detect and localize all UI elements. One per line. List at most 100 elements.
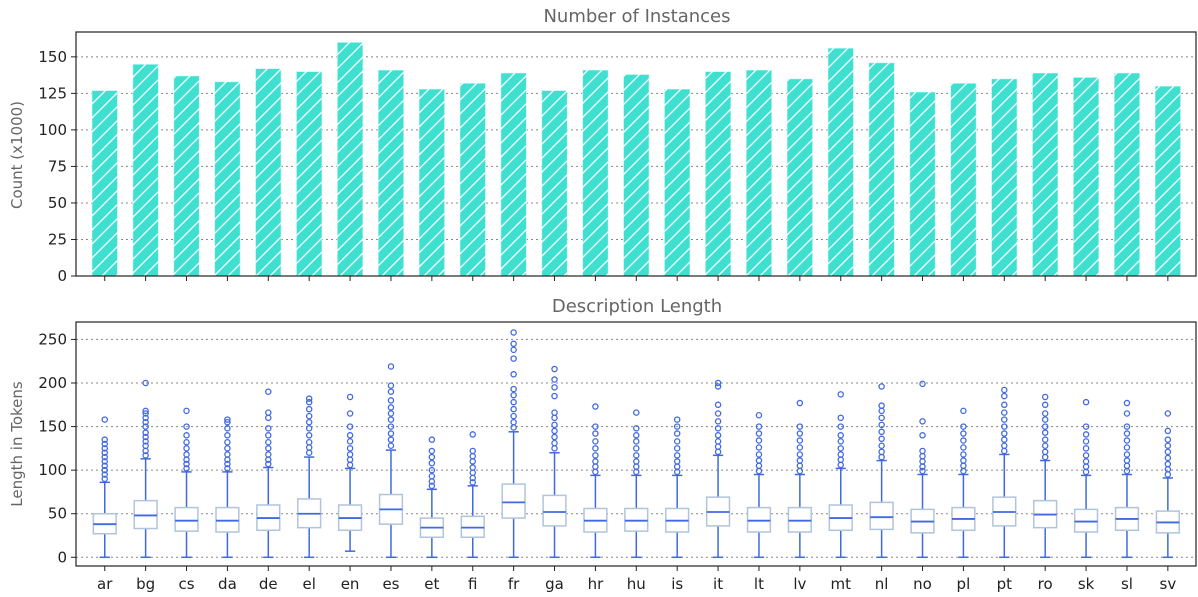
x-tick-label-nl: nl bbox=[875, 575, 889, 593]
outlier-point bbox=[878, 435, 885, 443]
outlier-point bbox=[428, 466, 436, 474]
outlier-point bbox=[551, 445, 558, 452]
bar-hatch-hr bbox=[582, 69, 609, 277]
bar-hatch-nl bbox=[868, 62, 895, 277]
outlier-point bbox=[1082, 398, 1090, 406]
outlier-point bbox=[183, 432, 190, 439]
bar-hatch-fi bbox=[459, 82, 487, 277]
top-chart-title: Number of Instances bbox=[543, 6, 730, 27]
box-el bbox=[297, 395, 322, 559]
outlier-point bbox=[346, 410, 354, 417]
outlier-point bbox=[714, 438, 722, 445]
outlier-point bbox=[469, 479, 476, 486]
outlier-point bbox=[346, 461, 354, 469]
outlier-point bbox=[265, 451, 272, 458]
outlier-point bbox=[633, 458, 640, 465]
outlier-point bbox=[305, 425, 313, 432]
outlier-point bbox=[305, 449, 313, 456]
box-iqr bbox=[542, 494, 567, 527]
outlier-point bbox=[265, 432, 272, 439]
outlier-point bbox=[796, 457, 804, 464]
outlier-point bbox=[1082, 438, 1090, 445]
outlier-point bbox=[265, 439, 272, 446]
bar-hatch-cs bbox=[173, 75, 200, 277]
outlier-point bbox=[101, 449, 108, 456]
top-axes-frame bbox=[75, 31, 1197, 277]
outlier-point bbox=[510, 329, 517, 336]
outlier-point bbox=[1001, 436, 1008, 443]
outlier-point bbox=[714, 401, 722, 409]
outlier-point bbox=[305, 395, 313, 402]
bar-hatch-ar bbox=[91, 89, 119, 277]
x-tick-label-sl: sl bbox=[1121, 575, 1133, 593]
x-tick-label-el: el bbox=[302, 575, 315, 593]
outlier-point bbox=[183, 423, 190, 430]
x-tick-label-lt: lt bbox=[754, 575, 764, 593]
outlier-point bbox=[305, 439, 313, 446]
outlier-point bbox=[1001, 430, 1008, 437]
outlier-point bbox=[551, 392, 558, 400]
bar-hatch-lv bbox=[786, 78, 814, 277]
outlier-point bbox=[592, 463, 599, 470]
box-iqr bbox=[174, 506, 199, 532]
x-tick-label-hr: hr bbox=[588, 575, 605, 593]
outlier-point bbox=[183, 451, 190, 458]
x-tick-label-es: es bbox=[382, 575, 399, 593]
outlier-point bbox=[1164, 410, 1172, 417]
box-sl bbox=[1114, 399, 1140, 559]
outlier-point bbox=[837, 438, 844, 445]
bar-hatch-pt bbox=[990, 78, 1018, 277]
top-y-tick-label: 150 bbox=[38, 48, 67, 66]
top-y-tick-label: 125 bbox=[38, 84, 67, 102]
top-y-ticks: 0 25 50 75 100 125 150 bbox=[38, 48, 76, 285]
outlier-point bbox=[101, 462, 108, 470]
outlier-point bbox=[1123, 410, 1131, 417]
outlier-point bbox=[469, 431, 476, 438]
bottom-x-ticks: ar bg cs da de el en es et fi fr ga hr hu is it lt lv mt nl… bbox=[97, 566, 1176, 593]
outlier-point bbox=[1164, 454, 1172, 462]
outlier-point bbox=[346, 438, 354, 445]
box-pt bbox=[992, 386, 1017, 559]
outlier-point bbox=[960, 467, 967, 475]
outlier-point bbox=[714, 432, 722, 439]
box-en bbox=[337, 393, 363, 552]
x-tick-label-ga: ga bbox=[545, 575, 564, 593]
outlier-point bbox=[919, 380, 926, 388]
bar-hatch-no bbox=[909, 91, 936, 277]
outlier-point bbox=[1041, 436, 1049, 443]
outlier-point bbox=[755, 423, 763, 430]
outlier-point bbox=[551, 433, 558, 441]
outlier-point bbox=[142, 414, 149, 422]
outlier-point bbox=[305, 418, 313, 426]
box-iqr bbox=[869, 501, 894, 531]
outlier-point bbox=[837, 445, 844, 452]
outlier-point bbox=[796, 467, 804, 475]
x-tick-label-sk: sk bbox=[1078, 575, 1095, 593]
box-no bbox=[910, 380, 935, 559]
outlier-point bbox=[673, 416, 681, 423]
outlier-point bbox=[142, 418, 149, 426]
outlier-point bbox=[551, 439, 558, 447]
outlier-point bbox=[633, 452, 640, 459]
outlier-point bbox=[101, 466, 108, 474]
outlier-point bbox=[346, 432, 354, 439]
top-y-tick-label: 25 bbox=[48, 230, 67, 248]
top-bars bbox=[91, 41, 1182, 277]
outlier-point bbox=[305, 398, 313, 406]
bottom-y-tick-label: 250 bbox=[38, 330, 67, 348]
box-nl bbox=[869, 383, 894, 559]
outlier-point bbox=[1082, 445, 1090, 452]
outlier-point bbox=[428, 459, 436, 467]
outlier-point bbox=[837, 461, 844, 469]
outlier-point bbox=[265, 409, 272, 416]
outlier-point bbox=[714, 418, 722, 425]
outlier-point bbox=[142, 438, 149, 445]
outlier-point bbox=[346, 393, 354, 401]
bar-hatch-hu bbox=[622, 73, 650, 277]
outlier-point bbox=[714, 383, 722, 390]
outlier-point bbox=[387, 404, 395, 411]
bottom-boxes bbox=[92, 329, 1181, 559]
outlier-point bbox=[101, 471, 108, 478]
outlier-point bbox=[960, 444, 967, 451]
outlier-point bbox=[1041, 448, 1049, 456]
